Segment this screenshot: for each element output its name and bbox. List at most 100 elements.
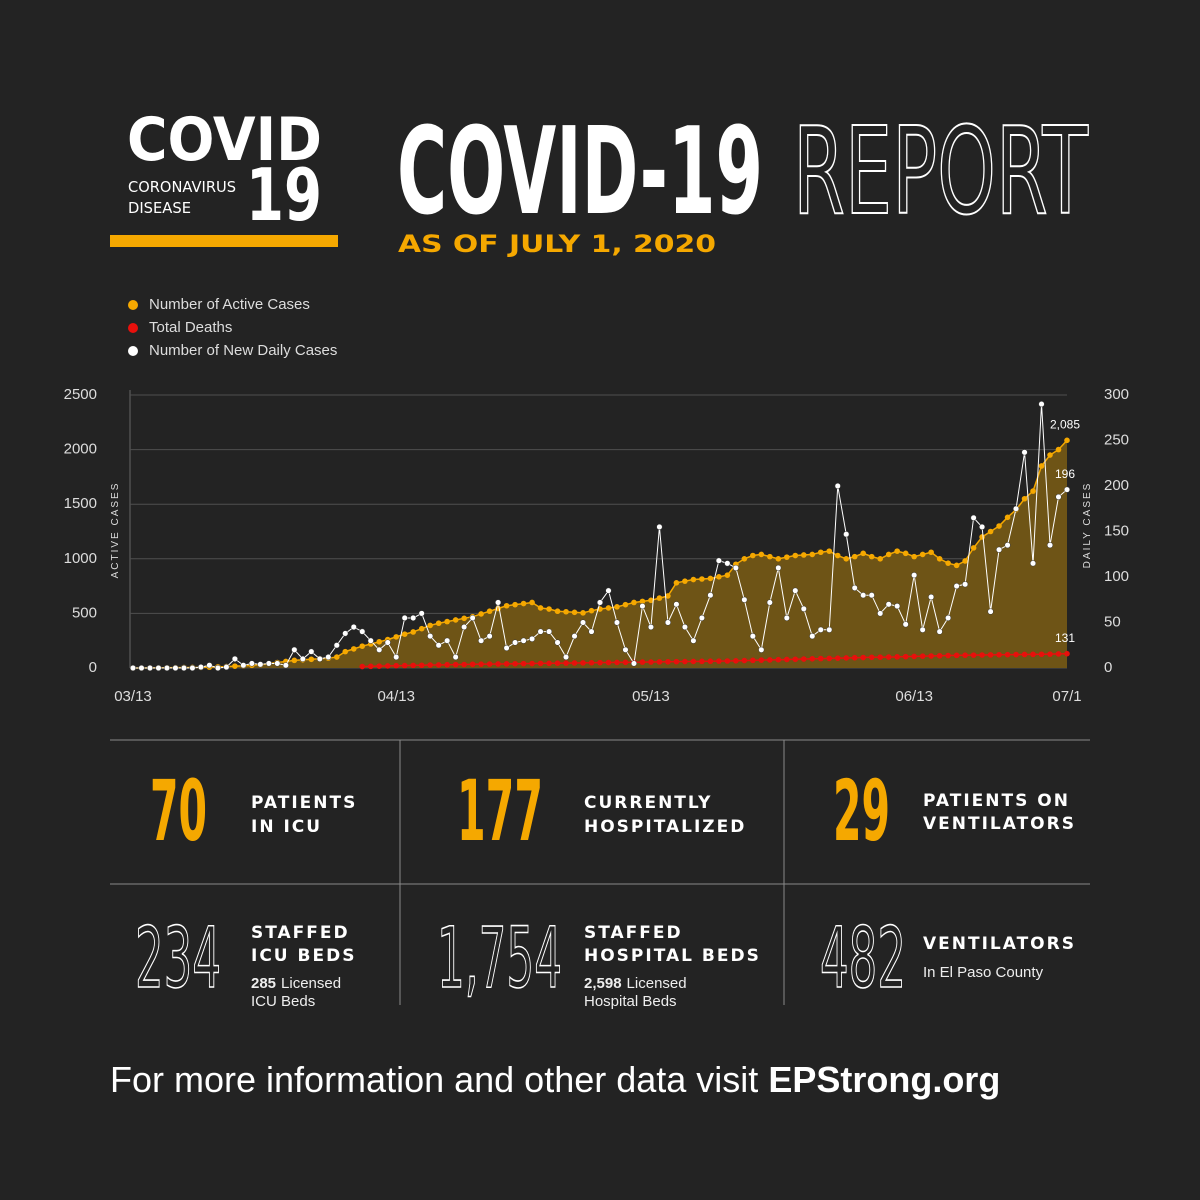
point <box>155 664 162 672</box>
logo-line: DISEASE <box>128 199 191 217</box>
point <box>486 633 493 640</box>
point <box>469 614 476 622</box>
stat-label: HOSPITAL BEDS <box>584 946 761 966</box>
point <box>936 652 943 659</box>
point <box>767 553 773 560</box>
point <box>902 621 909 628</box>
point <box>562 654 570 661</box>
stat-number: 482 <box>820 909 906 1007</box>
point <box>996 546 1003 553</box>
point <box>138 664 145 672</box>
point <box>342 630 349 637</box>
legend-marker <box>128 300 138 310</box>
point <box>503 602 510 609</box>
point <box>384 663 391 669</box>
point <box>877 610 884 617</box>
point <box>232 663 238 669</box>
y-tick-label: 0 <box>89 659 97 676</box>
point <box>563 608 569 615</box>
point <box>231 655 238 662</box>
subtitle: AS OF JULY 1, 2020 <box>398 230 716 258</box>
point <box>970 652 977 658</box>
y-tick-label: 1500 <box>64 495 97 512</box>
point <box>571 609 578 616</box>
point <box>639 603 646 610</box>
point <box>766 599 773 606</box>
y2-tick-label: 50 <box>1104 613 1121 630</box>
point <box>622 659 629 666</box>
point <box>953 562 960 569</box>
point <box>435 662 442 668</box>
point <box>741 556 748 562</box>
title-outline: REPORT <box>793 103 1088 242</box>
point <box>962 652 968 659</box>
point <box>894 603 901 610</box>
point <box>146 664 154 672</box>
point <box>1030 651 1036 658</box>
y-axis-title: ACTIVE CASES <box>110 482 121 579</box>
point <box>945 560 951 566</box>
point <box>537 628 544 635</box>
point <box>996 651 1002 658</box>
x-tick-label: 07/1 <box>1052 688 1081 705</box>
point <box>631 599 637 606</box>
point <box>1064 650 1070 657</box>
point <box>834 655 841 661</box>
point <box>792 656 799 663</box>
point <box>987 608 994 615</box>
area <box>133 440 1067 668</box>
point <box>1064 437 1070 444</box>
point <box>911 553 917 560</box>
point <box>936 556 943 562</box>
point <box>444 637 451 644</box>
point <box>758 551 765 558</box>
data-label: 131 <box>1055 631 1075 645</box>
point <box>826 548 833 554</box>
stat-label: PATIENTS ON <box>923 791 1070 811</box>
point <box>427 622 433 629</box>
point <box>834 552 841 559</box>
data-label: 196 <box>1055 467 1075 481</box>
point <box>699 658 705 665</box>
point <box>809 551 816 558</box>
point <box>588 607 595 614</box>
point <box>520 600 527 607</box>
point <box>248 660 255 667</box>
point <box>860 654 867 661</box>
point <box>783 614 790 622</box>
stat-label: STAFFED <box>251 923 350 943</box>
y2-tick-label: 250 <box>1104 431 1129 448</box>
point <box>673 580 680 586</box>
point <box>1038 651 1045 658</box>
point <box>843 531 850 538</box>
stat-number: 29 <box>833 762 890 860</box>
point <box>1047 452 1053 458</box>
point <box>698 614 705 622</box>
point <box>851 584 858 591</box>
point <box>911 572 918 579</box>
stat-note: 285 Licensed <box>251 975 341 992</box>
point <box>749 633 756 640</box>
point <box>622 601 629 608</box>
point <box>291 657 298 664</box>
point <box>214 664 221 672</box>
point <box>716 574 722 580</box>
point <box>860 550 867 557</box>
point <box>571 633 578 640</box>
stat-number: 234 <box>135 909 221 1007</box>
point <box>970 545 977 551</box>
point <box>928 549 934 556</box>
stat-label: ICU BEDS <box>251 946 356 966</box>
point <box>682 658 688 665</box>
point <box>1055 446 1062 453</box>
note-number: 285 <box>251 975 276 992</box>
point <box>580 610 586 616</box>
point <box>690 576 697 583</box>
point <box>393 654 400 661</box>
point <box>359 628 366 635</box>
point <box>427 662 433 668</box>
point <box>732 564 739 571</box>
legend-marker <box>128 323 138 333</box>
point <box>1021 449 1028 456</box>
chart: Number of Active Cases Total Deaths Number… <box>64 296 1129 705</box>
